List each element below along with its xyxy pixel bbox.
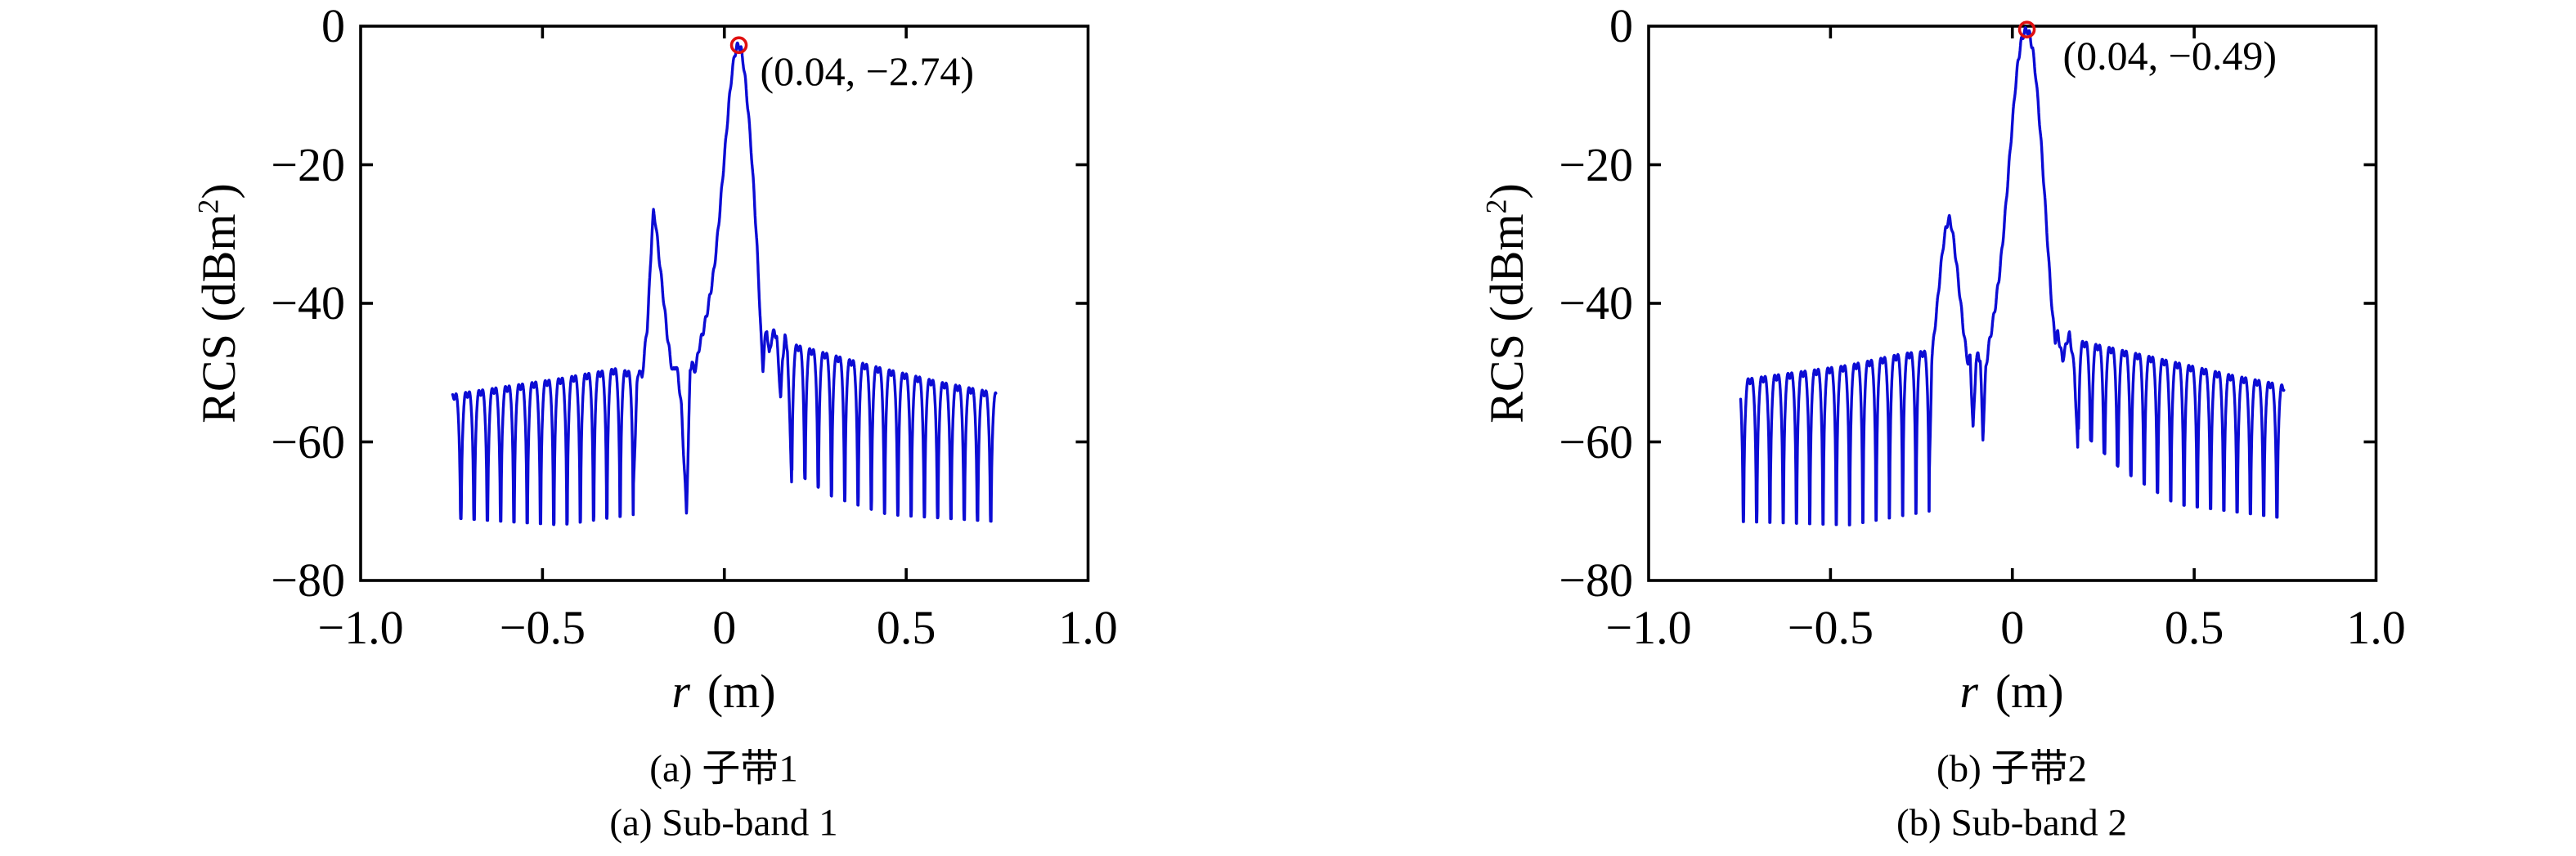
x-axis-unit: (m) — [707, 665, 776, 718]
rcs-curve — [451, 41, 998, 527]
peak-marker — [2017, 20, 2036, 38]
y-axis-title: RCS (dBm2) — [191, 183, 245, 424]
caption-zh: (b) 子带2 — [1936, 747, 2088, 791]
y-tick-label: 0 — [321, 0, 345, 52]
y-axis-title-close: ) — [192, 183, 245, 199]
y-axis-title-text: RCS (dBm — [192, 213, 245, 424]
y-tick-label: −20 — [271, 137, 345, 191]
x-tick-label: 1.0 — [2346, 601, 2406, 654]
y-tick-label: 0 — [1609, 0, 1633, 52]
plot-area-subband-2 — [1647, 20, 2378, 582]
peak-marker — [729, 36, 748, 55]
x-tick-label: −0.5 — [1787, 601, 1874, 654]
x-tick-label: −1.0 — [317, 601, 404, 654]
y-axis-title-superscript: 2 — [1479, 199, 1513, 214]
peak-annotation: (0.04, −0.49) — [2062, 33, 2278, 79]
x-tick-label: 0.5 — [2164, 601, 2224, 654]
y-tick-label: −60 — [271, 415, 345, 468]
x-tick-label: 0 — [712, 601, 737, 654]
y-tick-label: −40 — [271, 276, 345, 329]
x-tick-label: −0.5 — [499, 601, 586, 654]
x-tick-label: 0 — [2000, 601, 2025, 654]
rcs-curve — [1739, 26, 2286, 527]
plot-area-subband-1 — [359, 25, 1090, 582]
y-tick-label: −80 — [271, 553, 345, 607]
peak-annotation: (0.04, −2.74) — [760, 48, 975, 95]
y-axis-title-close: ) — [1480, 183, 1533, 199]
y-axis-title-text: RCS (dBm — [1480, 213, 1533, 424]
x-tick-label: 1.0 — [1058, 601, 1118, 654]
x-tick-label: −1.0 — [1605, 601, 1692, 654]
y-axis-title: RCS (dBm2) — [1479, 183, 1533, 424]
x-axis-unit: (m) — [1995, 665, 2064, 718]
y-axis-title-superscript: 2 — [191, 199, 225, 214]
y-tick-label: −40 — [1559, 276, 1633, 329]
y-tick-label: −20 — [1559, 137, 1633, 191]
x-axis-title: r (m) — [1959, 668, 2063, 715]
chart-subband-2: RCS (dBm2) r (m) (0.04, −0.49) (b) 子带2 (b… — [1288, 0, 2576, 856]
x-axis-variable: r — [671, 665, 690, 718]
caption-zh: (a) 子带1 — [649, 747, 798, 791]
y-tick-label: −60 — [1559, 415, 1633, 468]
chart-subband-1: RCS (dBm2) r (m) (0.04, −2.74) (a) 子带1 (a… — [191, 0, 1118, 845]
x-axis-title: r (m) — [671, 668, 775, 715]
x-axis-variable: r — [1959, 665, 1978, 718]
x-tick-label: 0.5 — [876, 601, 936, 654]
caption-en: (b) Sub-band 2 — [1896, 801, 2127, 845]
caption-en: (a) Sub-band 1 — [609, 801, 838, 845]
y-tick-label: −80 — [1559, 553, 1633, 607]
